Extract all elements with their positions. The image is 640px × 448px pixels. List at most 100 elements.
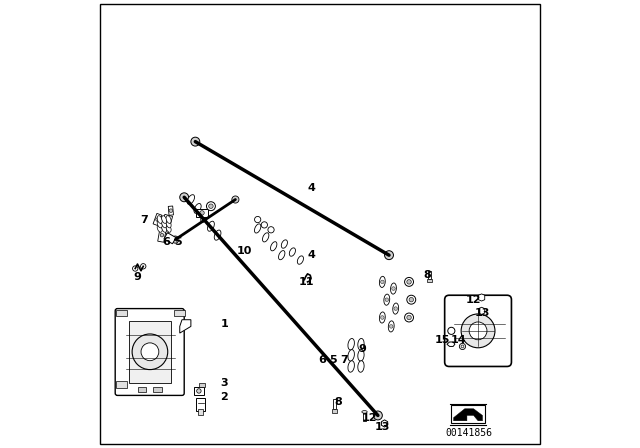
Text: 9: 9 (358, 344, 366, 353)
Circle shape (461, 314, 495, 348)
Text: 5: 5 (330, 355, 337, 365)
Text: 3: 3 (220, 379, 228, 388)
Ellipse shape (278, 250, 285, 260)
Circle shape (200, 211, 204, 215)
Polygon shape (180, 320, 191, 333)
Circle shape (191, 137, 200, 146)
Ellipse shape (384, 294, 390, 305)
Circle shape (381, 280, 384, 284)
Text: 9: 9 (134, 272, 141, 282)
Circle shape (160, 233, 164, 237)
Circle shape (255, 216, 260, 223)
Circle shape (180, 193, 189, 202)
Bar (116, 381, 127, 388)
Ellipse shape (157, 215, 162, 224)
Ellipse shape (157, 220, 162, 228)
Bar (174, 310, 186, 316)
Circle shape (169, 209, 173, 212)
Ellipse shape (298, 256, 303, 264)
Bar (116, 310, 127, 316)
Circle shape (392, 287, 396, 290)
Polygon shape (454, 409, 483, 421)
Bar (154, 387, 161, 392)
Ellipse shape (358, 349, 364, 361)
Circle shape (394, 307, 397, 310)
Circle shape (390, 325, 393, 328)
Circle shape (381, 316, 384, 319)
Circle shape (407, 315, 412, 320)
Ellipse shape (201, 212, 208, 222)
Ellipse shape (362, 410, 367, 413)
Ellipse shape (157, 224, 162, 233)
Polygon shape (447, 342, 455, 346)
Bar (363, 412, 366, 421)
Ellipse shape (166, 220, 171, 228)
Text: 7: 7 (340, 355, 348, 365)
Ellipse shape (255, 224, 261, 233)
Ellipse shape (262, 233, 269, 242)
Text: 4: 4 (307, 183, 315, 194)
Circle shape (232, 196, 239, 203)
Bar (332, 409, 337, 413)
Circle shape (156, 218, 159, 221)
Text: 11: 11 (299, 277, 314, 287)
Text: 13: 13 (475, 308, 490, 318)
Bar (168, 206, 173, 215)
Text: 15: 15 (435, 335, 450, 345)
Bar (428, 271, 431, 279)
Text: 00141856: 00141856 (445, 428, 492, 438)
Ellipse shape (162, 215, 166, 224)
Ellipse shape (348, 361, 355, 372)
Bar (196, 398, 205, 411)
Bar (164, 233, 176, 244)
Bar (427, 279, 431, 282)
Ellipse shape (214, 230, 221, 240)
Text: 6: 6 (163, 237, 170, 247)
Ellipse shape (166, 215, 171, 224)
Text: 12: 12 (361, 413, 377, 422)
Circle shape (268, 227, 274, 233)
Text: 13: 13 (374, 422, 390, 431)
Circle shape (404, 313, 413, 322)
Circle shape (141, 343, 159, 361)
Text: 12: 12 (466, 295, 481, 305)
Bar (129, 321, 171, 383)
Bar (194, 387, 204, 395)
Ellipse shape (358, 338, 364, 350)
Ellipse shape (194, 203, 201, 213)
Circle shape (461, 345, 464, 348)
Bar (160, 214, 173, 234)
Circle shape (385, 298, 388, 302)
Ellipse shape (162, 220, 166, 228)
Text: 2: 2 (220, 392, 228, 402)
Circle shape (469, 322, 487, 340)
Circle shape (207, 202, 216, 211)
Circle shape (407, 280, 412, 284)
FancyBboxPatch shape (115, 309, 184, 396)
Ellipse shape (166, 224, 171, 233)
Text: 5: 5 (173, 237, 181, 247)
Ellipse shape (348, 339, 355, 350)
Ellipse shape (388, 321, 394, 332)
Text: 6: 6 (318, 355, 326, 365)
Ellipse shape (393, 303, 399, 314)
Polygon shape (479, 294, 484, 301)
Bar (153, 213, 162, 226)
Bar (198, 409, 203, 414)
Circle shape (460, 343, 465, 349)
Ellipse shape (282, 240, 287, 248)
Circle shape (196, 389, 201, 393)
FancyBboxPatch shape (445, 295, 511, 366)
Ellipse shape (188, 195, 195, 204)
Circle shape (164, 222, 168, 226)
Circle shape (172, 236, 179, 243)
Text: 10: 10 (237, 246, 252, 256)
Ellipse shape (358, 361, 364, 372)
Polygon shape (479, 307, 484, 314)
Text: 1: 1 (220, 319, 228, 329)
Circle shape (409, 297, 413, 302)
Bar (138, 387, 146, 392)
Bar (199, 383, 205, 387)
Text: 7: 7 (140, 215, 148, 224)
Bar (451, 405, 484, 423)
